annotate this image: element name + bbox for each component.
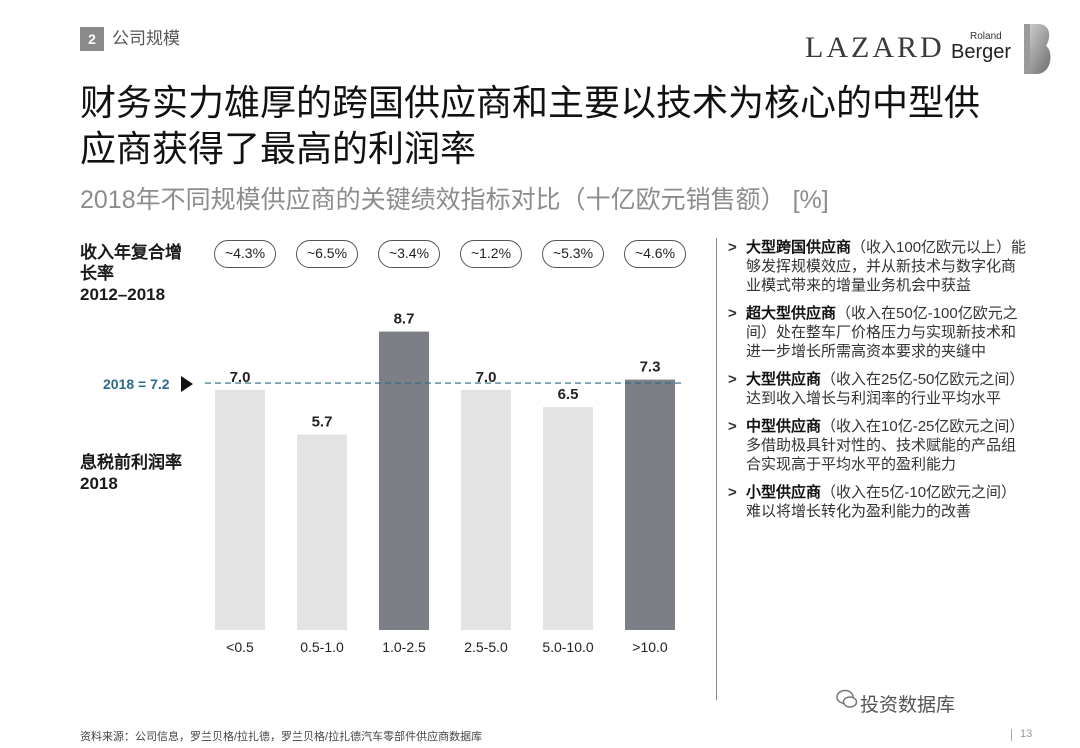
- note-heading: 中型供应商: [746, 418, 822, 435]
- note-text: （收入在50亿-100亿欧元之间）处在整车厂价格压力与实现新技术和进一步增长所需…: [746, 305, 1018, 360]
- note-item: > 大型跨国供应商（收入100亿欧元以上）能够发挥规模效应，并从新技术与数字化商业…: [728, 238, 1028, 295]
- bar: [461, 389, 511, 630]
- watermark-text: 投资数据库: [860, 695, 956, 716]
- x-tick-label: >10.0: [632, 639, 668, 655]
- x-tick-label: 2.5-5.0: [464, 639, 508, 655]
- source-note: 资料来源：公司信息，罗兰贝格/拉扎德，罗兰贝格/拉扎德汽车零部件供应商数据库: [80, 731, 483, 743]
- logo-roland-text: Roland: [970, 31, 1002, 42]
- bullet-arrow-icon: >: [728, 305, 737, 322]
- cagr-pill: ~1.2%: [460, 240, 522, 268]
- bar-value-label: 8.7: [394, 311, 415, 328]
- page-number: 13: [1020, 728, 1033, 740]
- lazard-logo: LAZARD: [805, 31, 945, 64]
- note-item: > 小型供应商（收入在5亿-10亿欧元之间）难以将增长转化为盈利能力的改善: [728, 483, 1028, 521]
- bar: [543, 407, 593, 630]
- cagr-pill: ~6.5%: [296, 240, 358, 268]
- notes-list: > 大型跨国供应商（收入100亿欧元以上）能够发挥规模效应，并从新技术与数字化商业…: [728, 238, 1028, 530]
- cagr-label-text: 收入年复合增长率: [80, 243, 182, 283]
- bullet-arrow-icon: >: [728, 371, 737, 388]
- note-heading: 大型供应商: [746, 371, 822, 388]
- cagr-pill: ~5.3%: [542, 240, 604, 268]
- x-tick-label: 0.5-1.0: [300, 639, 344, 655]
- x-tick-label: 1.0-2.5: [382, 639, 426, 655]
- cagr-label: 收入年复合增长率 2012–2018: [80, 242, 188, 305]
- bar: [379, 331, 429, 630]
- logo-berger-text: Berger: [951, 41, 1012, 63]
- note-text: （收入在10亿-25亿欧元之间）多借助极具针对性的、技术赋能的产品组合实现高于平…: [746, 418, 1025, 473]
- reference-line-label: 2018 = 7.2: [103, 376, 170, 392]
- bullet-arrow-icon: >: [728, 418, 737, 435]
- note-heading: 超大型供应商: [746, 305, 837, 322]
- ebit-label: 息税前利润率 2018: [80, 452, 182, 494]
- page-divider: [1011, 729, 1012, 741]
- x-tick-label: <0.5: [226, 639, 254, 655]
- section-label: 公司规模: [112, 29, 180, 48]
- chart-subtitle: 2018年不同规模供应商的关键绩效指标对比（十亿欧元销售额） [%]: [80, 186, 829, 214]
- bullet-arrow-icon: >: [728, 239, 737, 256]
- ebit-label-text: 息税前利润率: [80, 453, 182, 472]
- roland-berger-b-icon: [1024, 24, 1051, 74]
- bar-value-label: 7.3: [640, 359, 661, 376]
- note-heading: 大型跨国供应商: [746, 239, 852, 256]
- note-text: （收入在25亿-50亿欧元之间）达到收入增长与利润率的行业平均水平: [746, 371, 1025, 407]
- bar: [625, 379, 675, 630]
- wechat-icon: [836, 689, 858, 708]
- note-item: > 中型供应商（收入在10亿-25亿欧元之间）多借助极具针对性的、技术赋能的产品组…: [728, 417, 1028, 474]
- bar-value-label: 7.0: [476, 369, 497, 386]
- cagr-pill: ~3.4%: [378, 240, 440, 268]
- note-text: （收入100亿欧元以上）能够发挥规模效应，并从新技术与数字化商业模式带来的增量业…: [746, 239, 1027, 294]
- bar-value-label: 6.5: [558, 386, 579, 403]
- divider-line: [716, 238, 717, 700]
- note-item: > 大型供应商（收入在25亿-50亿欧元之间）达到收入增长与利润率的行业平均水平: [728, 370, 1028, 408]
- bar-value-label: 7.0: [230, 369, 251, 386]
- cagr-period: 2012–2018: [80, 285, 166, 304]
- note-item: > 超大型供应商（收入在50亿-100亿欧元之间）处在整车厂价格压力与实现新技术和…: [728, 304, 1028, 361]
- ebit-year: 2018: [80, 474, 118, 493]
- bar: [297, 434, 347, 630]
- section-number-badge: 2: [80, 27, 104, 51]
- bullet-arrow-icon: >: [728, 484, 737, 501]
- bar-chart: 7.0 <0.5 5.7 0.5-1.0 8.7 1.0-2.5 7.0 2.5-5.0 6.5…: [205, 311, 685, 655]
- bar-value-label: 5.7: [312, 413, 333, 430]
- bar: [215, 389, 265, 630]
- cagr-pill: ~4.6%: [624, 240, 686, 268]
- page-title: 财务实力雄厚的跨国供应商和主要以技术为核心的中型供应商获得了最高的利润率: [80, 82, 981, 169]
- reference-arrow-icon: [181, 376, 193, 392]
- cagr-pill: ~4.3%: [214, 240, 276, 268]
- x-tick-label: 5.0-10.0: [542, 639, 594, 655]
- note-heading: 小型供应商: [746, 484, 822, 501]
- note-text: （收入在5亿-10亿欧元之间）难以将增长转化为盈利能力的改善: [746, 484, 1017, 520]
